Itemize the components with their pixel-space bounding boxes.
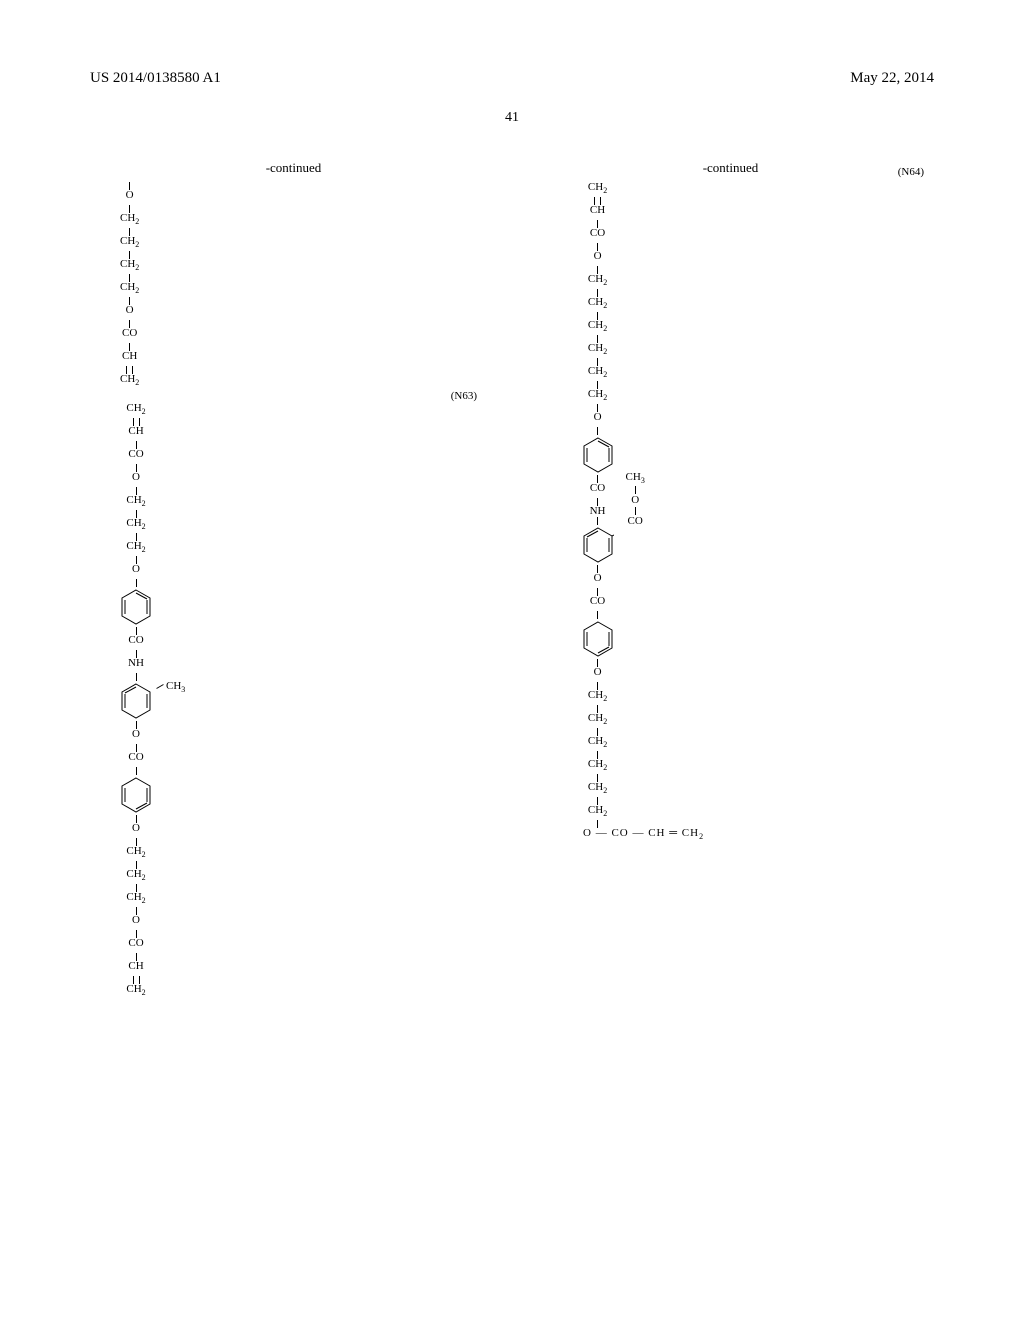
left-column: -continued O CH2 CH2 CH2 CH2 O CO CH bbox=[90, 160, 497, 1280]
atom-ch: CH bbox=[590, 205, 605, 220]
atom-ch2: CH2 bbox=[126, 495, 145, 510]
benzene-ring bbox=[582, 437, 614, 473]
atom-ch2: CH2 bbox=[126, 984, 145, 999]
atom-ch2: CH2 bbox=[120, 282, 139, 297]
atom-co: CO bbox=[590, 483, 605, 498]
atom-ch2: CH2 bbox=[588, 389, 607, 404]
atom-o: O bbox=[132, 564, 140, 579]
atom-co: CO bbox=[590, 596, 605, 611]
atom-o: O bbox=[126, 190, 134, 205]
atom-ch2: CH2 bbox=[588, 690, 607, 705]
atom-ch: CH bbox=[128, 426, 143, 441]
atom-ch2: CH2 bbox=[126, 518, 145, 533]
content-columns: -continued O CH2 CH2 CH2 CH2 O CO CH bbox=[90, 160, 934, 1280]
atom-ch2: CH2 bbox=[588, 713, 607, 728]
substituent-ch3: CH3 bbox=[156, 681, 185, 694]
continued-label-left: -continued bbox=[90, 160, 497, 176]
structure-label-n63: (N63) bbox=[451, 390, 477, 402]
bond bbox=[136, 767, 137, 775]
branch-row: NH CH3 O CO bbox=[582, 498, 614, 525]
atom-o: O bbox=[126, 305, 134, 320]
publication-date: May 22, 2014 bbox=[850, 70, 934, 87]
ring-block-middle: CH3 bbox=[120, 681, 152, 721]
chain-n62-tail: O CH2 CH2 CH2 CH2 O CO CH CH2 bbox=[120, 182, 139, 389]
bond bbox=[597, 517, 598, 525]
atom-o: O bbox=[132, 823, 140, 838]
page-header: US 2014/0138580 A1 May 22, 2014 bbox=[0, 70, 1024, 87]
doc-number: US 2014/0138580 A1 bbox=[90, 70, 221, 87]
bond bbox=[597, 427, 598, 435]
structure-n64: CH2 CH CO O CH2 CH2 CH2 CH2 CH2 CH2 bbox=[527, 182, 934, 843]
atom-ch2: CH2 bbox=[120, 213, 139, 228]
side-chain-ch3-o-co: CH3 O CO bbox=[626, 472, 645, 527]
atom-ch2: CH2 bbox=[588, 297, 607, 312]
atom-nh: NH bbox=[590, 506, 606, 517]
atom-o: O bbox=[132, 915, 140, 930]
benzene-ring bbox=[120, 589, 152, 625]
atom-ch2: CH2 bbox=[126, 541, 145, 556]
atom-ch2: CH2 bbox=[120, 374, 139, 389]
atom-ch2: CH2 bbox=[588, 759, 607, 774]
atom-co: CO bbox=[128, 752, 143, 767]
page-number: 41 bbox=[0, 110, 1024, 126]
atom-co: CO bbox=[590, 228, 605, 243]
structure-n62-tail: O CH2 CH2 CH2 CH2 O CO CH CH2 bbox=[90, 182, 497, 389]
atom-o: O bbox=[132, 729, 140, 744]
bond bbox=[136, 673, 137, 681]
tail-horizontal: O — CO — CH ═ CH2 bbox=[583, 828, 704, 843]
benzene-ring bbox=[582, 621, 614, 657]
chain-n63: CH2 CH CO O CH2 CH2 CH2 O bbox=[120, 403, 152, 999]
benzene-ring bbox=[582, 527, 614, 563]
atom-o: O bbox=[594, 667, 602, 682]
structure-label-n64: (N64) bbox=[898, 166, 924, 178]
atom-o: O bbox=[594, 251, 602, 266]
atom-ch2: CH2 bbox=[126, 403, 145, 418]
benzene-ring bbox=[120, 777, 152, 813]
atom-ch2: CH2 bbox=[588, 343, 607, 358]
structure-n63: CH2 CH CO O CH2 CH2 CH2 O bbox=[90, 403, 497, 999]
atom-ch2: CH2 bbox=[126, 846, 145, 861]
atom-ch2: CH2 bbox=[588, 182, 607, 197]
atom-co: CO bbox=[128, 635, 143, 650]
atom-ch2: CH2 bbox=[126, 869, 145, 884]
atom-ch2: CH2 bbox=[588, 736, 607, 751]
bond bbox=[136, 579, 137, 587]
bond bbox=[597, 611, 598, 619]
atom-ch2: CH2 bbox=[126, 892, 145, 907]
atom-ch2: CH2 bbox=[588, 782, 607, 797]
benzene-ring bbox=[120, 683, 152, 719]
atom-co: CO bbox=[122, 328, 137, 343]
atom-ch: CH bbox=[122, 351, 137, 366]
atom-ch2: CH2 bbox=[588, 320, 607, 335]
atom-ch: CH bbox=[128, 961, 143, 976]
atom-ch2: CH2 bbox=[588, 366, 607, 381]
atom-ch2: CH2 bbox=[120, 236, 139, 251]
atom-ch2: CH2 bbox=[588, 805, 607, 820]
atom-nh: NH bbox=[128, 658, 144, 673]
atom-o: O bbox=[594, 573, 602, 588]
continued-label-right: -continued bbox=[527, 160, 934, 176]
atom-ch2: CH2 bbox=[588, 274, 607, 289]
atom-o: O bbox=[594, 412, 602, 427]
atom-co: CO bbox=[128, 449, 143, 464]
atom-co: CO bbox=[128, 938, 143, 953]
atom-ch2: CH2 bbox=[120, 259, 139, 274]
right-column: -continued (N64) CH2 CH CO O CH2 CH2 CH2… bbox=[527, 160, 934, 1280]
chain-n64: CH2 CH CO O CH2 CH2 CH2 CH2 CH2 CH2 bbox=[537, 182, 658, 843]
ring-block-middle-n64 bbox=[582, 525, 614, 565]
atom-o: O bbox=[132, 472, 140, 487]
